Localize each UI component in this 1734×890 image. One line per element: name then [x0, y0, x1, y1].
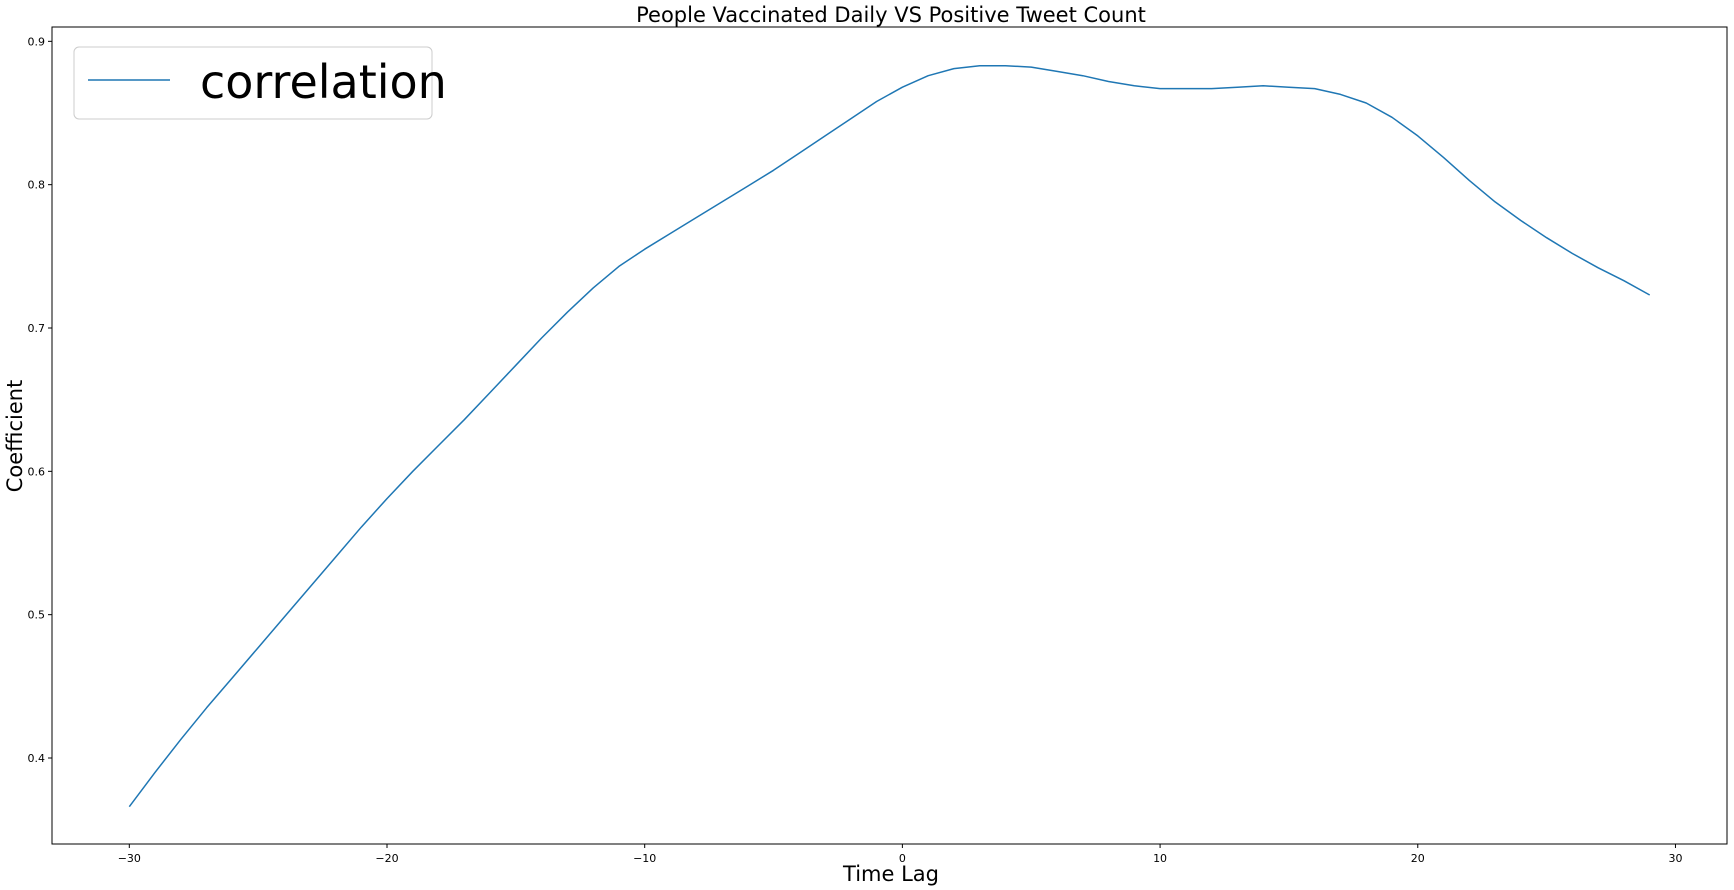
legend-label: correlation	[200, 55, 447, 109]
y-tick-label: 0.6	[28, 465, 46, 478]
legend-box	[73, 46, 433, 120]
x-tick-label: 20	[1411, 852, 1425, 865]
y-tick-label: 0.4	[28, 752, 46, 765]
y-tick-label: 0.8	[28, 179, 46, 192]
axis-ticks: −30 −20 −10 0 10 20 30 0.4 0.5 0.6 0.7 0.8 0.9	[28, 35, 1683, 865]
series-layer	[128, 64, 1651, 808]
x-tick-label: −10	[633, 852, 656, 865]
x-tick-label: 30	[1668, 852, 1682, 865]
x-tick-label: 10	[1153, 852, 1167, 865]
legend: correlation	[73, 46, 447, 120]
series-line-correlation	[128, 64, 1651, 808]
axes-frame	[51, 26, 1728, 845]
chart-title: People Vaccinated Daily VS Positive Twee…	[636, 3, 1146, 27]
y-axis-label: Coefficient	[3, 380, 27, 493]
x-tick-label: −30	[118, 852, 141, 865]
y-tick-label: 0.7	[28, 322, 46, 335]
y-tick-label: 0.5	[28, 609, 46, 622]
x-tick-label: 0	[899, 852, 906, 865]
y-tick-label: 0.9	[28, 35, 46, 48]
x-axis-label: Time Lag	[842, 862, 939, 886]
x-tick-label: −20	[375, 852, 398, 865]
